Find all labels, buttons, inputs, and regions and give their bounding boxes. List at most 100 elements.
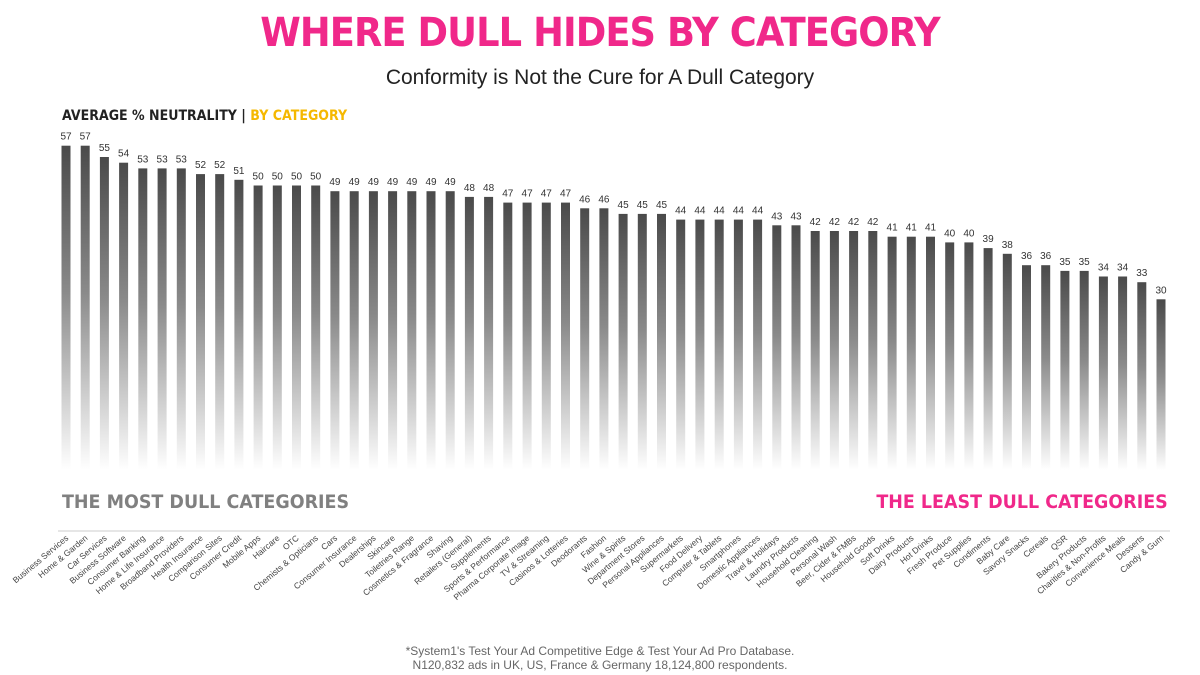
value-label: 49	[425, 177, 437, 188]
bar	[272, 185, 282, 470]
bar	[791, 225, 801, 470]
value-label: 42	[848, 217, 860, 228]
bar	[349, 191, 359, 470]
footnote-line-1: *System1's Test Your Ad Competitive Edge…	[405, 644, 795, 658]
bar	[1022, 265, 1031, 470]
value-label: 44	[714, 206, 726, 217]
value-label: 40	[944, 228, 956, 239]
value-labels-group: 57 57 55 54 53 53 53 52 52 51 50 50 50 50 49 49 49 49 49 49…	[60, 132, 1167, 297]
bar	[1079, 270, 1089, 470]
value-label: 44	[675, 206, 687, 217]
bar	[464, 196, 474, 470]
bar	[964, 242, 974, 470]
value-label: 45	[637, 200, 649, 211]
value-label: 41	[887, 223, 899, 234]
value-label: 45	[656, 200, 668, 211]
value-label: 38	[1002, 240, 1014, 251]
value-label: 34	[1098, 263, 1110, 274]
value-label: 42	[867, 217, 879, 228]
bar	[215, 174, 225, 470]
bar	[618, 213, 628, 470]
value-label: 42	[810, 217, 822, 228]
value-label: 44	[733, 206, 745, 217]
bar	[176, 168, 186, 470]
value-label: 50	[291, 172, 303, 183]
bar	[445, 191, 455, 470]
value-label: 40	[963, 228, 975, 239]
axis-heading-highlight: BY CATEGORY	[250, 108, 348, 124]
value-label: 34	[1117, 263, 1129, 274]
bar	[80, 145, 90, 470]
bar	[426, 191, 436, 470]
bar	[772, 225, 782, 470]
bar	[906, 236, 916, 470]
bar	[138, 168, 148, 470]
bar	[637, 213, 647, 470]
bar	[541, 202, 551, 470]
value-label: 50	[310, 172, 322, 183]
bar	[868, 231, 878, 470]
value-label: 52	[214, 160, 226, 171]
bar	[1002, 253, 1012, 470]
footnote: *System1's Test Your Ad Competitive Edge…	[0, 644, 1200, 672]
value-label: 43	[790, 211, 802, 222]
value-label: 57	[80, 132, 92, 143]
bar	[829, 231, 839, 470]
value-label: 41	[925, 223, 937, 234]
bar	[234, 179, 244, 471]
least-dull-tag: THE LEAST DULL CATEGORIES	[876, 491, 1168, 513]
bar	[561, 202, 570, 470]
bar	[887, 236, 897, 470]
value-label: 33	[1136, 268, 1148, 279]
footnote-line-2: N120,832 ads in UK, US, France & Germany…	[412, 658, 788, 672]
value-label: 36	[1040, 251, 1052, 262]
bar	[503, 202, 513, 470]
value-label: 49	[329, 177, 341, 188]
axis-heading: AVERAGE % NEUTRALITY | BY CATEGORY	[62, 108, 347, 124]
bar	[580, 208, 590, 471]
value-label: 35	[1079, 257, 1091, 268]
bar	[484, 196, 494, 470]
value-label: 42	[829, 217, 841, 228]
value-label: 47	[541, 189, 553, 200]
value-label: 47	[560, 189, 572, 200]
bar	[157, 168, 167, 470]
bar	[330, 191, 340, 470]
value-label: 44	[694, 206, 706, 217]
bar	[714, 219, 724, 470]
bar	[695, 219, 705, 470]
value-label: 43	[771, 211, 783, 222]
bar	[1041, 265, 1051, 470]
value-label: 46	[579, 194, 591, 205]
bar	[1156, 299, 1166, 470]
axis-heading-separator: |	[236, 108, 251, 124]
value-label: 48	[464, 183, 476, 194]
value-label: 49	[349, 177, 361, 188]
bar	[810, 231, 820, 470]
most-dull-tag: THE MOST DULL CATEGORIES	[62, 491, 350, 513]
value-label: 49	[406, 177, 418, 188]
bar	[407, 191, 417, 470]
value-label: 30	[1155, 285, 1167, 296]
bar	[983, 248, 993, 470]
value-label: 49	[445, 177, 457, 188]
value-label: 45	[618, 200, 630, 211]
bar	[253, 185, 263, 470]
value-label: 51	[233, 166, 245, 177]
value-label: 52	[195, 160, 207, 171]
value-label: 36	[1021, 251, 1033, 262]
value-label: 41	[906, 223, 918, 234]
value-label: 48	[483, 183, 495, 194]
value-label: 49	[368, 177, 380, 188]
bar	[1098, 276, 1108, 470]
bar	[368, 191, 378, 470]
bar	[676, 219, 686, 470]
bar	[599, 208, 609, 471]
bar	[657, 213, 666, 470]
bar	[1060, 270, 1070, 470]
value-label: 57	[60, 132, 72, 143]
value-label: 39	[983, 234, 995, 245]
value-label: 47	[502, 189, 514, 200]
value-label: 53	[137, 154, 149, 165]
